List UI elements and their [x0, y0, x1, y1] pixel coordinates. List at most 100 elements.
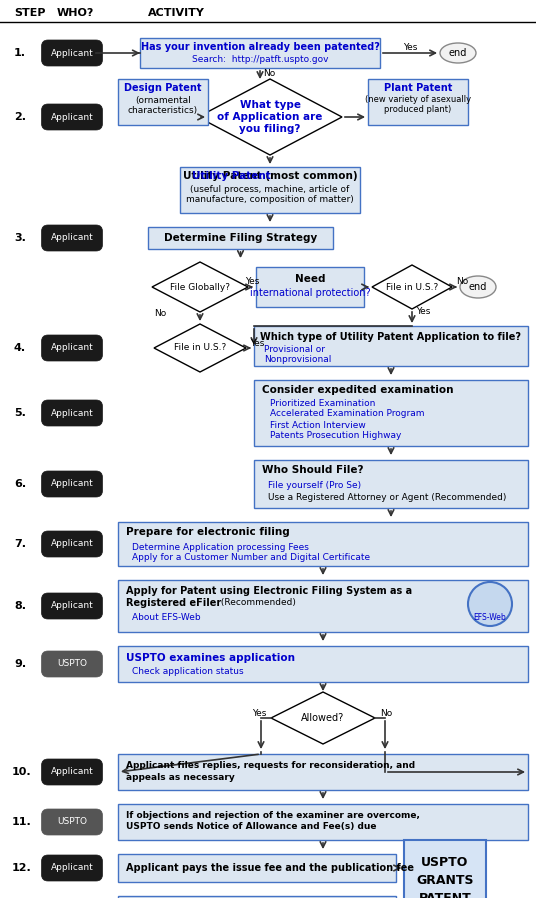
Text: Plant Patent: Plant Patent: [384, 83, 452, 93]
Text: USPTO: USPTO: [57, 659, 87, 668]
FancyBboxPatch shape: [41, 759, 102, 785]
Text: Applicant: Applicant: [50, 233, 93, 242]
FancyBboxPatch shape: [148, 227, 333, 249]
Text: 2.: 2.: [14, 112, 26, 122]
Text: No: No: [456, 277, 468, 286]
FancyBboxPatch shape: [404, 840, 486, 898]
Text: 7.: 7.: [14, 539, 26, 549]
Text: STEP: STEP: [14, 8, 46, 18]
Polygon shape: [372, 265, 452, 309]
FancyBboxPatch shape: [368, 79, 468, 125]
FancyBboxPatch shape: [41, 809, 102, 835]
Text: 5.: 5.: [14, 408, 26, 418]
Text: USPTO: USPTO: [57, 817, 87, 826]
FancyBboxPatch shape: [180, 167, 360, 213]
Text: 4.: 4.: [14, 343, 26, 353]
Text: 8.: 8.: [14, 601, 26, 611]
Text: File in U.S.?: File in U.S.?: [386, 283, 438, 292]
FancyBboxPatch shape: [254, 460, 528, 508]
Text: Apply for Patent using Electronic Filing System as a: Apply for Patent using Electronic Filing…: [126, 586, 412, 596]
Text: Applicant: Applicant: [50, 864, 93, 873]
Ellipse shape: [460, 276, 496, 298]
Text: Consider expedited examination: Consider expedited examination: [262, 385, 453, 395]
Text: 12.: 12.: [12, 863, 32, 873]
Text: appeals as necessary: appeals as necessary: [126, 772, 235, 781]
Text: Who Should File?: Who Should File?: [262, 465, 363, 475]
Text: 3.: 3.: [14, 233, 26, 243]
Ellipse shape: [468, 582, 512, 626]
Text: Need: Need: [295, 274, 325, 284]
Text: 9.: 9.: [14, 659, 26, 669]
Text: Applicant pays the issue fee and the publication fee: Applicant pays the issue fee and the pub…: [126, 863, 414, 873]
Text: Applicant: Applicant: [50, 344, 93, 353]
Text: end: end: [449, 48, 467, 58]
Text: Utility Patent: Utility Patent: [192, 171, 271, 181]
Text: No: No: [263, 68, 276, 77]
FancyBboxPatch shape: [41, 335, 102, 361]
Text: First Action Interview: First Action Interview: [270, 420, 366, 429]
FancyBboxPatch shape: [256, 267, 364, 307]
Text: USPTO sends Notice of Allowance and Fee(s) due: USPTO sends Notice of Allowance and Fee(…: [126, 823, 376, 832]
Text: PATENT: PATENT: [419, 892, 471, 898]
Text: Use a Registered Attorney or Agent (Recommended): Use a Registered Attorney or Agent (Reco…: [268, 494, 507, 503]
Text: Search:  http://patft.uspto.gov: Search: http://patft.uspto.gov: [192, 55, 328, 64]
Text: Nonprovisional: Nonprovisional: [264, 355, 331, 364]
Text: 10.: 10.: [12, 767, 32, 777]
FancyBboxPatch shape: [41, 104, 102, 130]
Text: Prioritized Examination: Prioritized Examination: [270, 399, 375, 408]
Text: international protection?: international protection?: [250, 288, 370, 298]
Text: Applicant: Applicant: [50, 409, 93, 418]
FancyBboxPatch shape: [41, 400, 102, 426]
Text: end: end: [469, 282, 487, 292]
Polygon shape: [154, 324, 246, 372]
Text: (ornamental: (ornamental: [135, 95, 191, 104]
Text: Yes: Yes: [250, 339, 264, 348]
Text: Applicant: Applicant: [50, 48, 93, 57]
Text: (Recommended): (Recommended): [218, 598, 296, 608]
Text: USPTO examines application: USPTO examines application: [126, 653, 295, 663]
FancyBboxPatch shape: [254, 326, 528, 366]
Text: Prepare for electronic filing: Prepare for electronic filing: [126, 527, 290, 537]
Text: Yes: Yes: [403, 43, 417, 52]
FancyBboxPatch shape: [41, 225, 102, 251]
FancyBboxPatch shape: [118, 79, 208, 125]
FancyBboxPatch shape: [41, 855, 102, 881]
FancyBboxPatch shape: [41, 651, 102, 677]
FancyBboxPatch shape: [41, 531, 102, 557]
Text: Yes: Yes: [245, 277, 259, 286]
Text: produced plant): produced plant): [384, 105, 452, 115]
Text: Determine Filing Strategy: Determine Filing Strategy: [164, 233, 317, 243]
Text: ACTIVITY: ACTIVITY: [148, 8, 205, 18]
FancyBboxPatch shape: [118, 854, 396, 882]
Text: File Globally?: File Globally?: [170, 283, 230, 292]
Text: Determine Application processing Fees: Determine Application processing Fees: [132, 542, 309, 551]
Text: Check application status: Check application status: [132, 667, 244, 676]
Text: Applicant: Applicant: [50, 112, 93, 121]
Text: If objections and rejection of the examiner are overcome,: If objections and rejection of the exami…: [126, 811, 420, 820]
Text: Design Patent: Design Patent: [124, 83, 202, 93]
Text: (new variety of asexually: (new variety of asexually: [365, 95, 471, 104]
Text: Applicant: Applicant: [50, 480, 93, 489]
Text: File yourself (Pro Se): File yourself (Pro Se): [268, 481, 361, 490]
Text: EFS-Web: EFS-Web: [474, 613, 507, 622]
Text: Registered eFiler: Registered eFiler: [126, 598, 221, 608]
FancyBboxPatch shape: [118, 522, 528, 566]
FancyBboxPatch shape: [118, 580, 528, 632]
Text: No: No: [380, 709, 392, 718]
Text: USPTO: USPTO: [421, 856, 468, 868]
Text: Has your invention already been patented?: Has your invention already been patented…: [140, 42, 379, 52]
Text: characteristics): characteristics): [128, 105, 198, 115]
FancyBboxPatch shape: [140, 38, 380, 68]
Ellipse shape: [440, 43, 476, 63]
FancyBboxPatch shape: [118, 646, 528, 682]
Text: Applicant: Applicant: [50, 602, 93, 611]
Text: About EFS-Web: About EFS-Web: [132, 613, 200, 622]
Text: of Application are: of Application are: [217, 112, 323, 122]
FancyBboxPatch shape: [118, 896, 396, 898]
FancyBboxPatch shape: [118, 804, 528, 840]
Text: Yes: Yes: [416, 306, 430, 315]
Text: GRANTS: GRANTS: [416, 874, 474, 886]
Text: Provisional or: Provisional or: [264, 345, 325, 354]
Polygon shape: [152, 262, 248, 312]
Text: 11.: 11.: [12, 817, 32, 827]
